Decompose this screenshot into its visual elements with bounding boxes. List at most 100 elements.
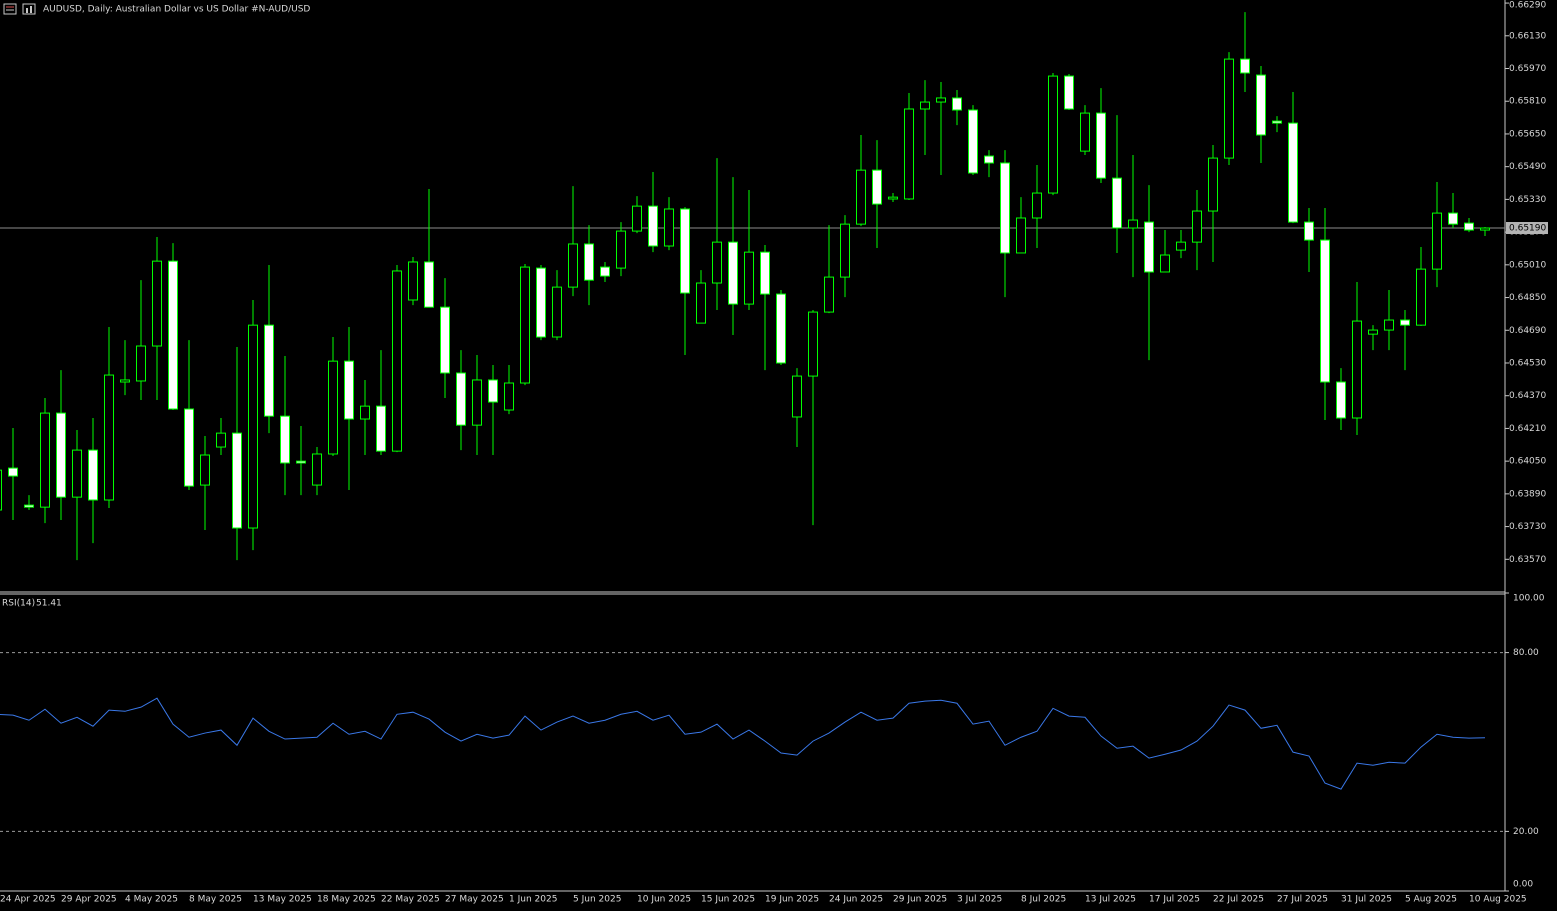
indicator-title: RSI(14) [2,599,35,609]
candle-body [552,286,562,338]
candle-body [1096,112,1106,179]
candle-body [664,208,674,247]
candle-body [728,241,738,305]
candle-body [360,405,370,420]
x-tick-label: 22 Jul 2025 [1213,895,1264,905]
candle-body [1080,112,1090,152]
x-tick-label: 18 May 2025 [317,895,376,905]
candle-body [472,379,482,426]
indicator-value: 51.41 [36,599,62,609]
candle-body [1208,157,1218,212]
candle-body [88,449,98,501]
candle-body [72,449,82,498]
candle-body [344,360,354,420]
candle-body [312,453,322,486]
x-tick-label: 29 Jun 2025 [893,895,947,905]
x-tick-label: 19 Jun 2025 [765,895,819,905]
current-price-box [1506,222,1548,235]
y-tick-label: 20.00 [1513,827,1539,837]
candle-body [456,372,466,426]
candle-body [1128,219,1138,229]
candle-body [280,415,290,464]
candle-body [984,155,994,164]
candle-body [744,251,754,305]
candle-body [1352,320,1362,419]
candle-body [152,260,162,347]
candle-body [1400,319,1410,326]
candle-body [904,108,914,200]
y-tick-label: 0.64850 [1509,293,1546,303]
candle-body [968,109,978,174]
candle-body [520,266,530,384]
candle-body [680,208,690,294]
candle-body [1032,192,1042,219]
candle-body [632,205,642,232]
candle-body [568,243,578,288]
candle-body [0,469,2,511]
chart-title: AUDUSD, Daily: Australian Dollar vs US D… [43,5,310,15]
y-tick-label: 0.65490 [1509,162,1546,172]
candle-body [8,467,18,477]
candle-body [232,432,242,529]
candle-body [1432,212,1442,270]
candle-body [488,379,498,403]
candle-body [264,324,274,417]
candle-body [712,241,722,284]
candle-body [1160,254,1170,273]
candle-body [760,251,770,295]
candle-body [392,270,402,452]
icon-bar [26,8,28,13]
x-tick-label: 10 Jun 2025 [637,895,691,905]
y-tick-label: 0.64530 [1509,358,1546,368]
y-tick-label: 100.00 [1513,594,1545,604]
candle-body [584,243,594,281]
x-tick-label: 15 Jun 2025 [701,895,755,905]
candle-body [40,412,50,508]
candle-body [424,261,434,308]
x-tick-label: 5 Jun 2025 [573,895,621,905]
x-tick-label: 3 Jul 2025 [957,895,1002,905]
y-tick-label: 0.65970 [1509,64,1546,74]
candle-body [1416,268,1426,326]
x-tick-label: 17 Jul 2025 [1149,895,1200,905]
candle-body [504,382,514,411]
candle-body [1288,122,1298,223]
x-tick-label: 10 Aug 2025 [1469,895,1527,905]
y-tick-label: 0.00 [1513,880,1533,890]
candle-body [296,460,306,464]
candle-body [1320,239,1330,383]
candle-body [952,97,962,111]
candle-body [872,169,882,205]
candle-body [600,266,610,277]
x-tick-label: 4 May 2025 [125,895,178,905]
candle-body [888,196,898,200]
candle-body [104,374,114,501]
y-tick-label: 0.65650 [1509,129,1546,139]
y-tick-label: 0.64050 [1509,457,1546,467]
candle-body [1016,217,1026,254]
x-tick-label: 8 Jul 2025 [1021,895,1066,905]
candle-body [328,360,338,455]
x-tick-label: 1 Jun 2025 [509,895,557,905]
candle-body [536,267,546,338]
candle-body [824,276,834,313]
x-tick-label: 13 Jul 2025 [1085,895,1136,905]
candle-body [1368,329,1378,335]
x-tick-label: 13 May 2025 [253,895,312,905]
candle-body [1384,319,1394,331]
x-tick-label: 27 Jul 2025 [1277,895,1328,905]
candle-body [1176,241,1186,251]
y-tick-label: 0.63890 [1509,489,1546,499]
candle-body [376,405,386,452]
candle-body [776,293,786,364]
candle-body [1272,120,1282,124]
candle-body [1304,221,1314,241]
candle-body [1192,210,1202,243]
x-tick-label: 5 Aug 2025 [1405,895,1457,905]
y-tick-label: 0.65010 [1509,260,1546,270]
y-tick-label: 0.66290 [1509,1,1546,11]
candle-body [184,408,194,487]
candle-body [1240,58,1250,74]
